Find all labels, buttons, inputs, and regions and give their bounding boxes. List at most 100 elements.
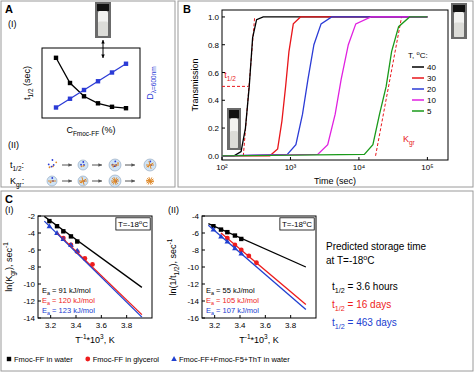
panel-letter: C xyxy=(5,193,13,205)
y-tick-label: -10 xyxy=(187,263,199,272)
label-part: *10 xyxy=(87,335,101,345)
y-axis-label: ln(1/t1/2), sec-1 xyxy=(166,238,179,295)
molecule xyxy=(49,166,51,168)
molecule xyxy=(114,165,116,167)
vial-gel xyxy=(98,22,108,36)
label-part: = 107 kJ/mol xyxy=(214,306,259,315)
panel-frame xyxy=(178,1,473,187)
plot-data xyxy=(222,17,427,156)
label-part: , K xyxy=(104,335,115,345)
molecule xyxy=(48,164,50,166)
y-tick-label: -16 xyxy=(187,314,199,323)
vial-cap xyxy=(453,5,465,12)
y-tick-label: -6 xyxy=(192,229,200,238)
plot-frame xyxy=(222,10,448,160)
box-label: T=-18oC xyxy=(282,219,312,229)
droplet xyxy=(144,159,156,171)
label-part: : xyxy=(22,160,25,170)
label-part: Fmoc-FF xyxy=(73,130,99,137)
x-tick xyxy=(214,315,215,318)
molecule xyxy=(50,181,52,183)
y-tick xyxy=(202,267,205,268)
x-tick-label: 3.6 xyxy=(96,321,108,330)
x-tick xyxy=(126,315,127,318)
x-tick xyxy=(427,157,428,160)
marker xyxy=(82,94,86,98)
label-part: = 463 days xyxy=(345,317,397,328)
label-part: C: xyxy=(420,51,428,60)
legend-label: Fmoc-FF in water xyxy=(14,355,73,364)
label-part: C xyxy=(306,220,312,229)
vial-gel xyxy=(230,131,238,148)
legend-swatch xyxy=(412,66,424,68)
y-tick-label: -14 xyxy=(187,297,199,306)
label-part: 1/2 xyxy=(335,286,345,295)
label-part: = 123 kJ/mol xyxy=(50,306,95,315)
label-part: gr xyxy=(409,139,416,147)
y-tick-label: -4 xyxy=(192,212,200,221)
label-part: ln(1/t xyxy=(168,275,178,296)
label-part: = 105 kJ/mol xyxy=(214,296,259,305)
prediction-line: t1/2 = 463 days xyxy=(332,317,397,331)
marker xyxy=(54,105,58,109)
y-tick-label: 0.8 xyxy=(208,41,220,50)
x-tick-label: 3.6 xyxy=(260,321,272,330)
label-part: 1/2 xyxy=(27,88,34,97)
panel-label: (II) xyxy=(168,205,179,215)
molecule xyxy=(83,164,85,166)
droplet xyxy=(47,176,57,186)
vial-photo xyxy=(227,108,241,150)
label-part: -1 xyxy=(2,242,9,248)
label-part: *10 xyxy=(251,335,265,345)
fiber xyxy=(111,165,119,166)
molecule xyxy=(81,165,83,167)
y-tick-label: 0.4 xyxy=(208,96,220,105)
plot-frame xyxy=(42,48,140,118)
x-tick-label: 10² xyxy=(216,163,228,172)
annotation: Ea = 91 kJ/mol xyxy=(42,286,91,296)
y-tick-label: 1.0 xyxy=(208,13,220,22)
arrow-head xyxy=(68,163,72,166)
label-part: T, xyxy=(408,51,416,60)
vial-gel xyxy=(454,23,464,37)
x-tick-label: 10⁴ xyxy=(353,163,366,172)
x-tick-label: 3.2 xyxy=(45,321,57,330)
y-tick xyxy=(202,250,205,251)
droplet xyxy=(109,175,121,187)
series-line xyxy=(222,17,427,156)
y-tick xyxy=(222,100,225,101)
arrow-head xyxy=(101,54,104,58)
label-part: : xyxy=(22,176,25,186)
marker xyxy=(96,101,100,105)
label-part: 1/2 xyxy=(173,266,180,275)
x-axis-label: Time (sec) xyxy=(314,176,356,186)
y-tick xyxy=(202,301,205,302)
label-part: (%) xyxy=(99,125,116,135)
y-tick xyxy=(38,284,41,285)
marker xyxy=(96,79,100,83)
x-tick-label: 3.8 xyxy=(121,321,133,330)
label-part: T=-18 xyxy=(118,220,140,229)
fiber xyxy=(146,181,154,182)
plot-data xyxy=(54,56,128,111)
x-axis-label: T-1*103, K xyxy=(75,333,114,345)
annotation: Kgr xyxy=(403,134,416,147)
annotation: Ea = 120 kJ/mol xyxy=(42,296,95,306)
plot-data xyxy=(208,224,306,310)
x-tick xyxy=(265,315,266,318)
label-part: = 16 days xyxy=(345,299,391,310)
vial-body xyxy=(98,11,108,36)
label-part: ), sec xyxy=(168,244,178,267)
y-tick xyxy=(202,318,205,319)
legend-swatch xyxy=(412,99,424,101)
y-tick-label: 0.2 xyxy=(208,124,220,133)
reference-line xyxy=(222,86,249,87)
legend-label: 5 xyxy=(427,107,432,116)
prediction-title: Predicted storage time xyxy=(326,241,426,252)
marker xyxy=(54,56,58,60)
label-part: = 3.6 hours xyxy=(345,281,398,292)
legend-label: 40 xyxy=(427,63,436,72)
y-axis-label: Transmission xyxy=(190,58,200,111)
annotation: Ea = 105 kJ/mol xyxy=(206,296,259,306)
marker xyxy=(7,357,11,361)
